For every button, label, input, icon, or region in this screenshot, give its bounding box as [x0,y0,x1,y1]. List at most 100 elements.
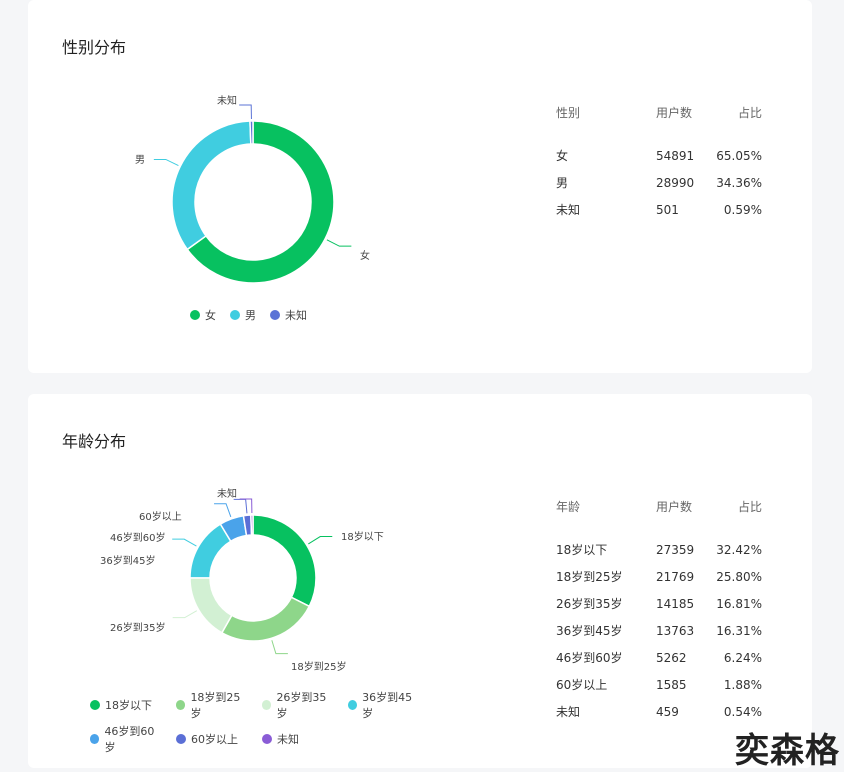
legend-label: 60岁以上 [191,733,238,746]
legend-label: 男 [245,309,256,322]
label-line [239,104,252,120]
table-cell: 0.54% [723,704,762,719]
table-cell: 28990 [656,175,695,190]
legend-label: 36岁到45岁 [362,691,413,720]
age-card: 年龄分布 18岁以下 18岁到25岁 26岁到35岁 36岁到45岁 46岁到6… [28,394,812,768]
age-table: 年龄 用户数 占比 18岁以下 27359 32.42% 18岁到25岁 21769 25.8… [556,498,762,725]
col-header: 年龄 [556,500,581,514]
legend-item[interactable]: 60岁以上 [176,723,248,755]
label-age: 46岁到60岁 [110,533,166,544]
label-age: 18岁以下 [341,532,384,543]
legend-dot [90,700,100,710]
legend-label: 18岁以下 [105,699,152,712]
legend-label: 未知 [277,733,299,746]
gender-legend: 女 男 未知 [190,307,321,323]
table-cell: 1.88% [723,677,762,692]
label-male: 男 [135,155,145,166]
table-cell: 459 [656,704,679,719]
legend-item[interactable]: 18岁以下 [90,689,162,721]
label-line [308,536,333,545]
table-cell: 54891 [656,148,695,163]
table-cell: 46岁到60岁 [556,651,623,665]
label-line [172,538,197,547]
label-line [326,239,352,247]
donut-slice[interactable] [220,596,311,642]
table-cell: 21769 [656,569,695,584]
table-cell: 未知 [556,705,581,719]
label-age: 60岁以上 [139,512,182,523]
label-unknown: 未知 [217,96,237,107]
gender-donut-chart [153,104,352,284]
label-line [271,640,288,655]
label-age: 36岁到45岁 [100,556,156,567]
legend-item[interactable]: 46岁到60岁 [90,723,162,755]
gender-card: 性别分布 女 男 未知 女 男 未知 性别 用户数 占比 女 54891 65.05% 男… [28,0,812,373]
legend-label: 26岁到35岁 [276,691,327,720]
donut-slice[interactable] [250,514,254,536]
legend-item[interactable]: 女 [190,307,216,323]
table-row: 男 28990 34.36% [556,169,762,196]
donut-slice[interactable] [171,120,252,251]
legend-item[interactable]: 18岁到25岁 [176,689,248,721]
label-age: 18岁到25岁 [291,662,347,673]
label-age: 未知 [217,489,237,500]
table-row: 46岁到60岁 5262 6.24% [556,644,762,671]
legend-dot [262,700,272,710]
label-line [239,498,253,514]
table-cell: 501 [656,202,679,217]
col-header: 占比 [737,500,762,514]
table-row: 26岁到35岁 14185 16.81% [556,590,762,617]
table-cell: 60岁以上 [556,678,608,692]
table-cell: 13763 [656,623,695,638]
legend-item[interactable]: 未知 [270,307,307,323]
age-donut-chart [172,498,333,655]
label-line [153,158,179,167]
donut-slice[interactable] [189,577,233,634]
donut-slice[interactable] [186,120,335,284]
table-cell: 26岁到35岁 [556,597,623,611]
col-header: 性别 [556,106,581,120]
table-cell: 男 [556,176,569,190]
table-cell: 36岁到45岁 [556,624,623,638]
legend-dot [176,734,186,744]
table-cell: 0.59% [723,202,762,217]
legend-dot [90,734,100,744]
table-row: 未知 459 0.54% [556,698,762,725]
table-row: 未知 501 0.59% [556,196,762,223]
legend-item[interactable]: 未知 [262,723,334,755]
table-cell: 18岁以下 [556,543,608,557]
table-row: 18岁以下 27359 32.42% [556,536,762,563]
legend-item[interactable]: 26岁到35岁 [262,689,334,721]
legend-label: 46岁到60岁 [104,725,155,754]
table-cell: 32.42% [716,542,762,557]
label-age: 26岁到35岁 [110,623,166,634]
col-header: 占比 [737,106,762,120]
table-cell: 14185 [656,596,695,611]
donut-slice[interactable] [252,514,317,608]
col-header: 用户数 [656,500,693,514]
table-cell: 1585 [656,677,687,692]
table-row: 18岁到25岁 21769 25.80% [556,563,762,590]
legend-item[interactable]: 男 [230,307,256,323]
table-cell: 65.05% [716,148,762,163]
label-line [172,610,198,619]
age-title: 年龄分布 [62,432,127,451]
table-cell: 女 [556,149,569,163]
table-cell: 5262 [656,650,687,665]
legend-label: 未知 [285,309,307,322]
legend-label: 18岁到25岁 [190,691,241,720]
gender-table: 性别 用户数 占比 女 54891 65.05% 男 28990 34.36% 未知 501 0.5… [556,104,762,223]
legend-item[interactable]: 36岁到45岁 [348,689,418,721]
donut-slice[interactable] [249,120,254,145]
gender-title: 性别分布 [62,38,127,57]
table-cell: 34.36% [716,175,762,190]
label-female: 女 [360,251,370,262]
table-cell: 27359 [656,542,695,557]
age-legend: 18岁以下 18岁到25岁 26岁到35岁 36岁到45岁 46岁到60岁 60岁以上 未知 [90,689,470,755]
col-header: 用户数 [656,106,693,120]
table-cell: 16.81% [716,596,762,611]
legend-dot [176,700,186,710]
legend-dot [262,734,272,744]
table-row: 女 54891 65.05% [556,142,762,169]
watermark-logo: 奕森格 [735,731,840,771]
